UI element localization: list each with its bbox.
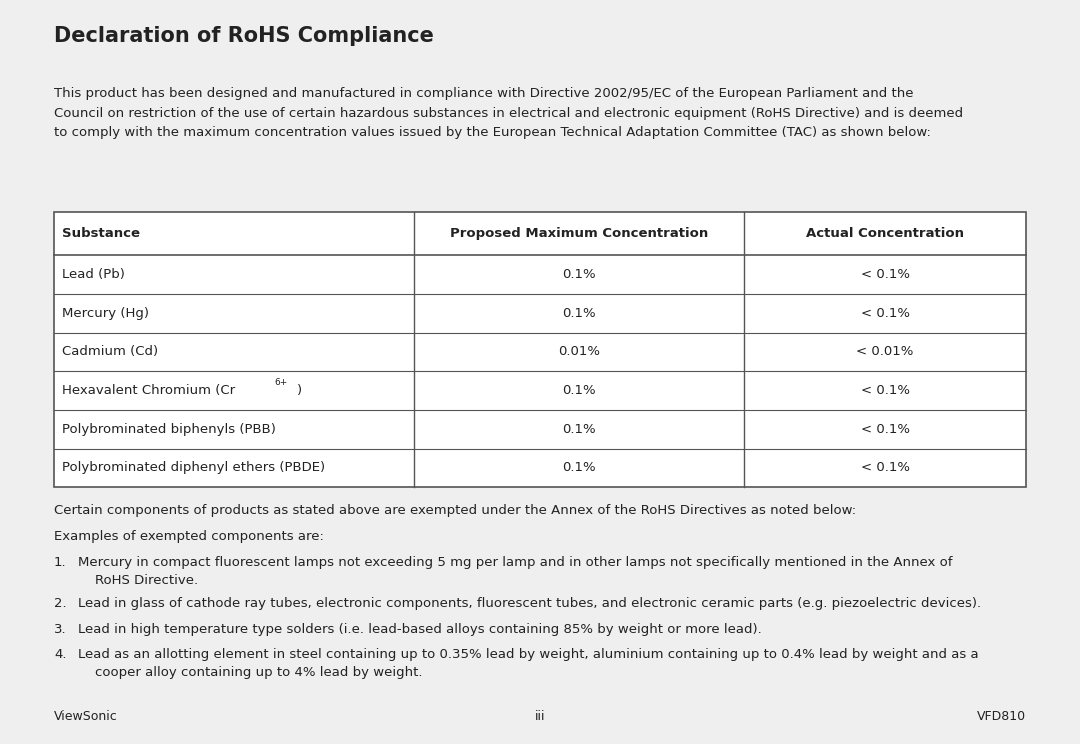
Text: 0.1%: 0.1% [562,384,596,397]
Text: iii: iii [535,711,545,723]
Text: < 0.1%: < 0.1% [861,268,909,281]
Text: Polybrominated diphenyl ethers (PBDE): Polybrominated diphenyl ethers (PBDE) [62,461,325,475]
Text: 0.1%: 0.1% [562,307,596,320]
Text: Lead (Pb): Lead (Pb) [62,268,124,281]
Bar [54,212,1026,487]
Text: Hexavalent Chromium (Cr: Hexavalent Chromium (Cr [62,384,235,397]
Text: ): ) [297,384,302,397]
Text: 0.1%: 0.1% [562,461,596,475]
Text: ViewSonic: ViewSonic [54,711,118,723]
Text: Declaration of RoHS Compliance: Declaration of RoHS Compliance [54,26,434,46]
Text: 0.01%: 0.01% [558,345,599,359]
Text: This product has been designed and manufactured in compliance with Directive 200: This product has been designed and manuf… [54,87,963,139]
Text: 0.1%: 0.1% [562,423,596,436]
Text: < 0.1%: < 0.1% [861,423,909,436]
Text: 4.: 4. [54,648,67,661]
Text: 2.: 2. [54,597,67,610]
Text: 1.: 1. [54,556,67,568]
Text: Examples of exempted components are:: Examples of exempted components are: [54,530,324,543]
Text: Substance: Substance [62,227,139,240]
Text: 3.: 3. [54,623,67,635]
Text: < 0.1%: < 0.1% [861,384,909,397]
Text: < 0.01%: < 0.01% [856,345,914,359]
Text: Cadmium (Cd): Cadmium (Cd) [62,345,158,359]
Text: 0.1%: 0.1% [562,268,596,281]
Text: 6+: 6+ [274,378,287,387]
Text: Mercury in compact fluorescent lamps not exceeding 5 mg per lamp and in other la: Mercury in compact fluorescent lamps not… [78,556,953,587]
Text: Proposed Maximum Concentration: Proposed Maximum Concentration [449,227,708,240]
Text: Lead in high temperature type solders (i.e. lead-based alloys containing 85% by : Lead in high temperature type solders (i… [78,623,761,635]
Text: < 0.1%: < 0.1% [861,461,909,475]
Text: Lead in glass of cathode ray tubes, electronic components, fluorescent tubes, an: Lead in glass of cathode ray tubes, elec… [78,597,981,610]
Text: VFD810: VFD810 [977,711,1026,723]
Text: Polybrominated biphenyls (PBB): Polybrominated biphenyls (PBB) [62,423,275,436]
Text: Mercury (Hg): Mercury (Hg) [62,307,149,320]
Text: Lead as an allotting element in steel containing up to 0.35% lead by weight, alu: Lead as an allotting element in steel co… [78,648,978,679]
Text: Certain components of products as stated above are exempted under the Annex of t: Certain components of products as stated… [54,504,856,516]
Text: Actual Concentration: Actual Concentration [806,227,964,240]
Text: < 0.1%: < 0.1% [861,307,909,320]
